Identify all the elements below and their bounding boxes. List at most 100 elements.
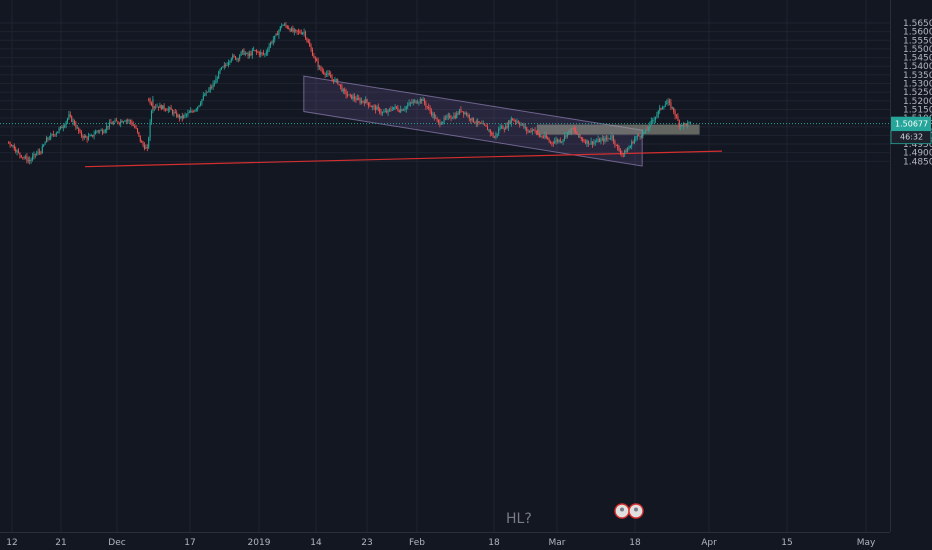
candle-body xyxy=(83,136,85,138)
candle-body xyxy=(580,137,582,139)
candle-body xyxy=(559,139,561,143)
candle-body xyxy=(377,106,379,109)
x-tick-label: Mar xyxy=(549,538,566,548)
candle-body xyxy=(24,156,27,158)
candle-body xyxy=(237,58,239,60)
candle-body xyxy=(421,99,423,101)
x-tick-label: 18 xyxy=(488,538,500,548)
candle-body xyxy=(115,120,118,122)
candle-body xyxy=(435,117,437,119)
candle-body xyxy=(274,35,276,40)
candle-body xyxy=(450,117,452,119)
candle-body xyxy=(318,66,321,68)
candle-body xyxy=(551,142,553,144)
candle-body xyxy=(159,105,161,108)
candle-body xyxy=(160,105,162,110)
candle-body xyxy=(496,133,498,135)
candle-body xyxy=(230,58,232,62)
candle-body xyxy=(292,28,294,32)
candle-body xyxy=(76,127,78,129)
event-marker-icon xyxy=(628,503,644,519)
candle-body xyxy=(460,109,462,112)
candle-body xyxy=(429,107,431,112)
x-tick-label: May xyxy=(857,538,876,548)
candle-body xyxy=(239,55,241,59)
candle-body xyxy=(54,134,56,136)
candle-body xyxy=(484,123,486,126)
candle-body xyxy=(491,132,493,134)
candle-body xyxy=(311,49,314,56)
candle-body xyxy=(674,111,676,116)
candle-body xyxy=(153,106,155,108)
candle-body xyxy=(615,144,617,146)
candle-body xyxy=(566,132,568,137)
candle-body xyxy=(470,118,472,121)
candle-body xyxy=(244,53,246,55)
candle-body xyxy=(554,141,556,144)
x-tick-label: 2019 xyxy=(248,538,271,548)
candle-body xyxy=(268,46,270,51)
candle-body xyxy=(202,95,204,100)
candle-body xyxy=(633,138,636,143)
candle-body xyxy=(351,94,353,99)
candle-body xyxy=(562,139,564,142)
price-axis[interactable]: 1.565001.560001.555001.550001.545001.540… xyxy=(890,0,932,532)
candle-body xyxy=(590,141,592,144)
candle-body xyxy=(635,137,637,139)
candle-body xyxy=(370,106,372,108)
candle-body xyxy=(600,139,602,143)
candle-body xyxy=(632,141,634,143)
candle-body xyxy=(166,109,168,111)
candle-body xyxy=(236,58,238,60)
candle-body xyxy=(316,59,318,62)
candle-body xyxy=(397,108,399,111)
last-price-tag xyxy=(891,116,931,131)
candle-body xyxy=(379,108,381,113)
candle-body xyxy=(456,113,458,119)
candle-body xyxy=(195,108,197,110)
candle-body xyxy=(556,139,559,142)
candle-body xyxy=(393,107,395,110)
y-tick-label: 1.56000 xyxy=(903,28,932,38)
candle-body xyxy=(552,143,554,144)
candle-body xyxy=(401,109,403,111)
overlay: HL? xyxy=(0,123,890,527)
candle-body xyxy=(96,130,98,132)
hl-annotation: HL? xyxy=(506,511,532,527)
candle-body xyxy=(517,121,519,124)
candle-body xyxy=(136,128,139,133)
candle-body xyxy=(108,122,111,127)
candle-body xyxy=(526,127,528,131)
candle-body xyxy=(407,105,409,107)
candle-body xyxy=(290,28,293,32)
candle-body xyxy=(279,26,281,31)
time-axis[interactable]: 12 21 Dec 17 2019 14 23 Feb 18 Mar 18 Apr 15 May xyxy=(0,532,890,549)
candle-body xyxy=(194,109,196,112)
candle-body xyxy=(457,113,459,115)
candle-body xyxy=(558,139,560,142)
candle-body xyxy=(631,141,633,146)
candle-body xyxy=(619,150,622,154)
y-tick-label: 1.55500 xyxy=(903,36,932,46)
candle-body xyxy=(650,120,652,123)
candle-body xyxy=(293,29,295,32)
candle-body xyxy=(331,77,333,80)
candle-body xyxy=(243,49,245,55)
candle-body xyxy=(325,73,328,75)
candle-body xyxy=(323,71,325,74)
x-tick-label: Dec xyxy=(108,538,125,548)
candle-body xyxy=(628,148,630,150)
candle-body xyxy=(36,153,38,155)
candle-body xyxy=(657,110,659,115)
candle-body xyxy=(275,33,277,36)
candle-body xyxy=(376,106,378,111)
candle-body xyxy=(62,127,64,129)
candle-body xyxy=(405,106,407,110)
candle-body xyxy=(680,125,682,127)
candle-body xyxy=(607,138,609,140)
candle-body xyxy=(636,135,638,138)
candle-body xyxy=(66,118,69,122)
candle-body xyxy=(663,106,665,108)
